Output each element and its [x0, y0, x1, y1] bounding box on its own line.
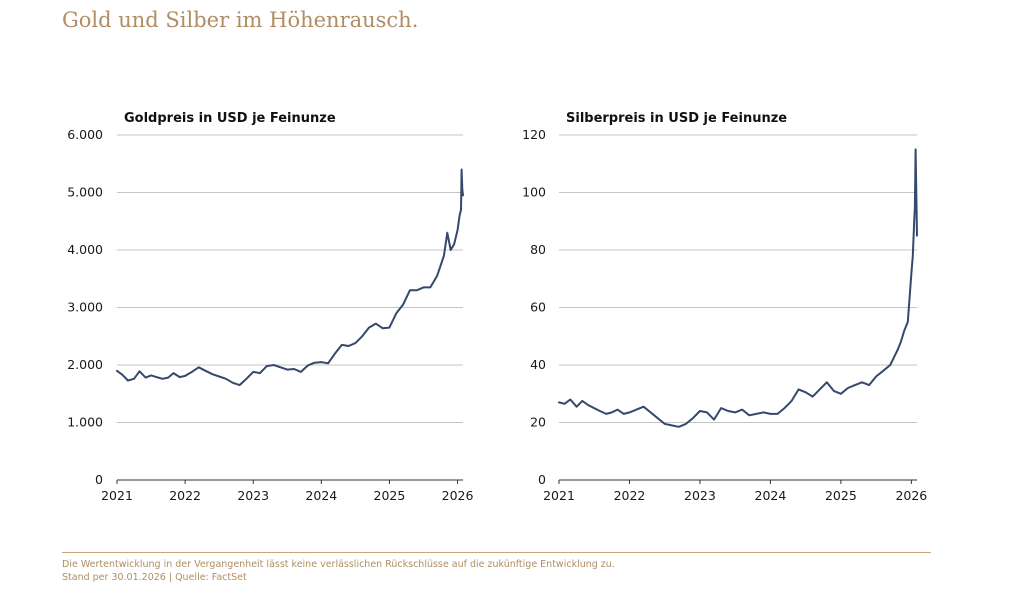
x-tick-label: 2025 [374, 488, 406, 503]
x-tick-label: 2024 [305, 488, 337, 503]
y-tick-label: 6.000 [67, 127, 103, 142]
y-tick-label: 5.000 [67, 185, 103, 200]
x-tick-label: 2026 [895, 488, 927, 503]
y-tick-label: 80 [530, 242, 546, 257]
x-tick-label: 2021 [543, 488, 575, 503]
price-line-gold [116, 168, 464, 387]
y-tick-label: 120 [522, 127, 546, 142]
y-tick-label: 2.000 [67, 357, 103, 372]
y-tick-label: 3.000 [67, 300, 103, 315]
y-tick-label: 0 [538, 472, 546, 487]
y-tick-label: 100 [522, 185, 546, 200]
y-tick-label: 1.000 [67, 415, 103, 430]
y-tick-label: 20 [530, 415, 546, 430]
y-tick-label: 0 [95, 472, 103, 487]
x-tick-label: 2023 [237, 488, 269, 503]
chart-title: Silberpreis in USD je Feinunze [566, 111, 787, 126]
x-tick-label: 2025 [825, 488, 857, 503]
x-tick-label: 2023 [684, 488, 716, 503]
x-tick-label: 2024 [755, 488, 787, 503]
source-text: Stand per 30.01.2026 | Quelle: FactSet [62, 572, 247, 583]
x-tick-label: 2022 [169, 488, 201, 503]
x-tick-label: 2021 [101, 488, 133, 503]
chart-title: Goldpreis in USD je Feinunze [124, 111, 336, 126]
page-headline: Gold und Silber im Höhenrausch. [62, 8, 419, 32]
y-tick-label: 60 [530, 300, 546, 315]
x-tick-label: 2026 [442, 488, 474, 503]
x-tick-label: 2022 [614, 488, 646, 503]
price-line-silber [558, 148, 918, 428]
footer-divider [62, 552, 931, 553]
y-tick-label: 4.000 [67, 242, 103, 257]
y-tick-label: 40 [530, 357, 546, 372]
disclaimer-text: Die Wertentwicklung in der Vergangenheit… [62, 559, 615, 570]
